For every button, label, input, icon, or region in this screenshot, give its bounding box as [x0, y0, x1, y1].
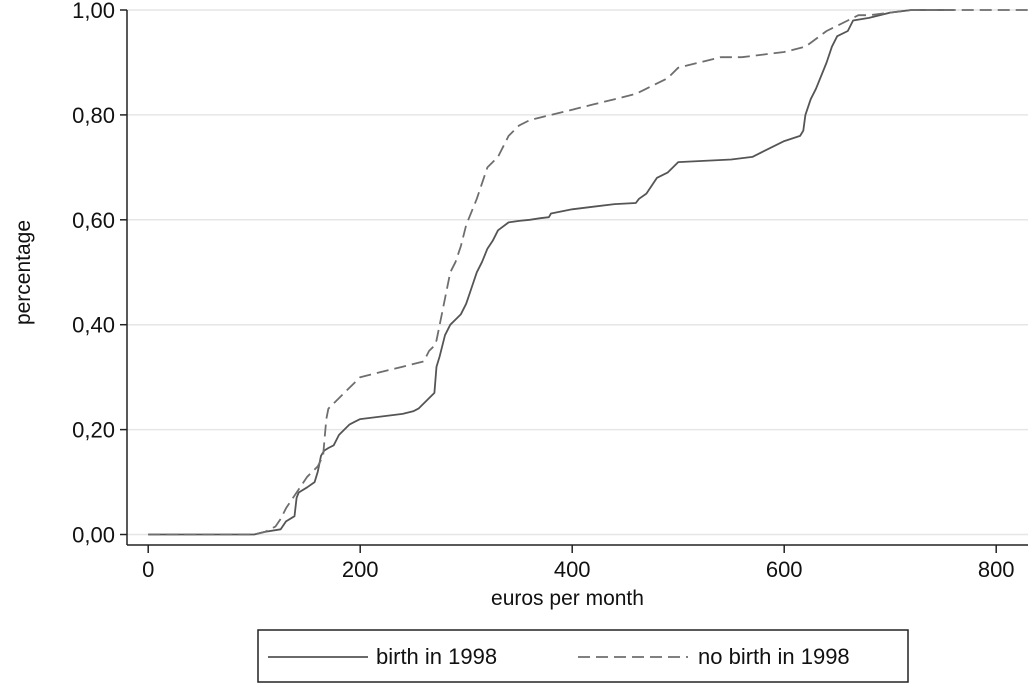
- x-tick-label: 600: [766, 557, 803, 582]
- legend-label-birth: birth in 1998: [376, 644, 497, 669]
- y-tick-label: 0,60: [72, 208, 115, 233]
- y-ticks: 0,00 0,20 0,40 0,60 0,80 1,00: [72, 0, 127, 548]
- legend-label-no-birth: no birth in 1998: [698, 644, 850, 669]
- x-tick-label: 200: [342, 557, 379, 582]
- gridlines: [127, 9, 1028, 536]
- y-tick-label: 0,20: [72, 418, 115, 443]
- legend-box: [257, 629, 909, 683]
- x-tick-label: 800: [978, 557, 1015, 582]
- y-tick-label: 0,80: [72, 103, 115, 128]
- series-lines: [148, 9, 1028, 536]
- x-tick-label: 400: [554, 557, 591, 582]
- x-tick-label: 0: [142, 557, 154, 582]
- y-tick-label: 0,00: [72, 523, 115, 548]
- legend: birth in 1998 no birth in 1998: [257, 629, 909, 683]
- y-axis-title: percentage: [12, 220, 35, 325]
- x-ticks: 0 200 400 600 800: [142, 545, 1015, 582]
- y-tick-label: 0,40: [72, 313, 115, 338]
- series-line-birth: [148, 9, 954, 536]
- x-axis-title: euros per month: [491, 587, 644, 610]
- y-tick-label: 1,00: [72, 0, 115, 23]
- series-line-no-birth: [148, 9, 1028, 536]
- axes: [126, 10, 1028, 546]
